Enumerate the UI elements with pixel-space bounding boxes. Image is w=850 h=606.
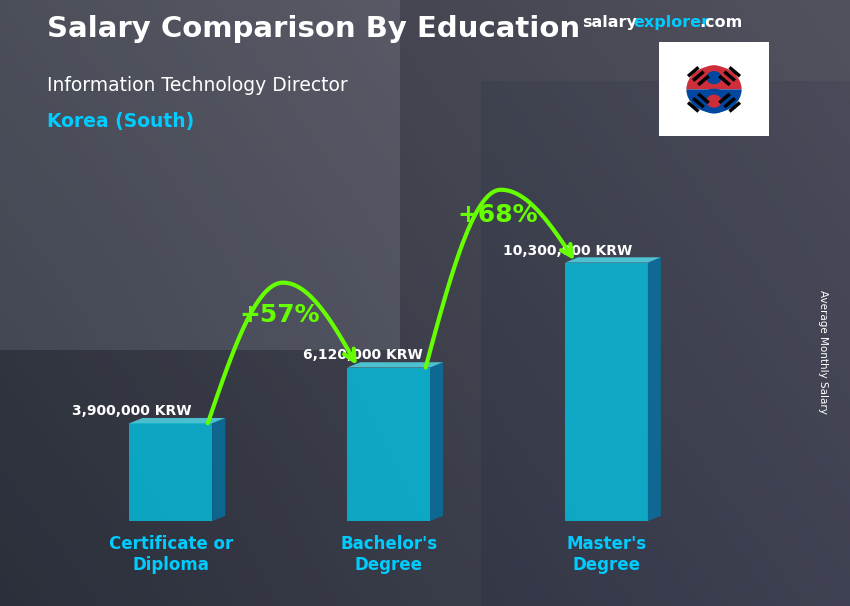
Text: 3,900,000 KRW: 3,900,000 KRW [72,404,191,418]
Text: Salary Comparison By Education: Salary Comparison By Education [47,15,580,43]
Polygon shape [129,418,225,423]
Circle shape [707,95,721,107]
Text: Information Technology Director: Information Technology Director [47,76,348,95]
Text: explorer: explorer [633,15,710,30]
Text: +68%: +68% [457,203,538,227]
Polygon shape [347,362,443,367]
Polygon shape [347,367,430,521]
Text: 10,300,000 KRW: 10,300,000 KRW [502,244,632,258]
Polygon shape [212,418,225,521]
Circle shape [700,66,728,89]
Polygon shape [565,258,661,262]
Text: 6,120,000 KRW: 6,120,000 KRW [303,348,422,362]
Polygon shape [565,262,648,521]
Wedge shape [686,89,741,113]
Circle shape [707,72,721,84]
Text: Korea (South): Korea (South) [47,112,194,131]
Circle shape [700,89,728,113]
Wedge shape [686,66,741,89]
Text: .com: .com [700,15,743,30]
Polygon shape [430,362,443,521]
FancyBboxPatch shape [655,39,773,139]
Text: +57%: +57% [240,303,320,327]
Text: salary: salary [582,15,638,30]
Polygon shape [129,423,212,521]
Text: Average Monthly Salary: Average Monthly Salary [818,290,828,413]
Polygon shape [648,258,661,521]
